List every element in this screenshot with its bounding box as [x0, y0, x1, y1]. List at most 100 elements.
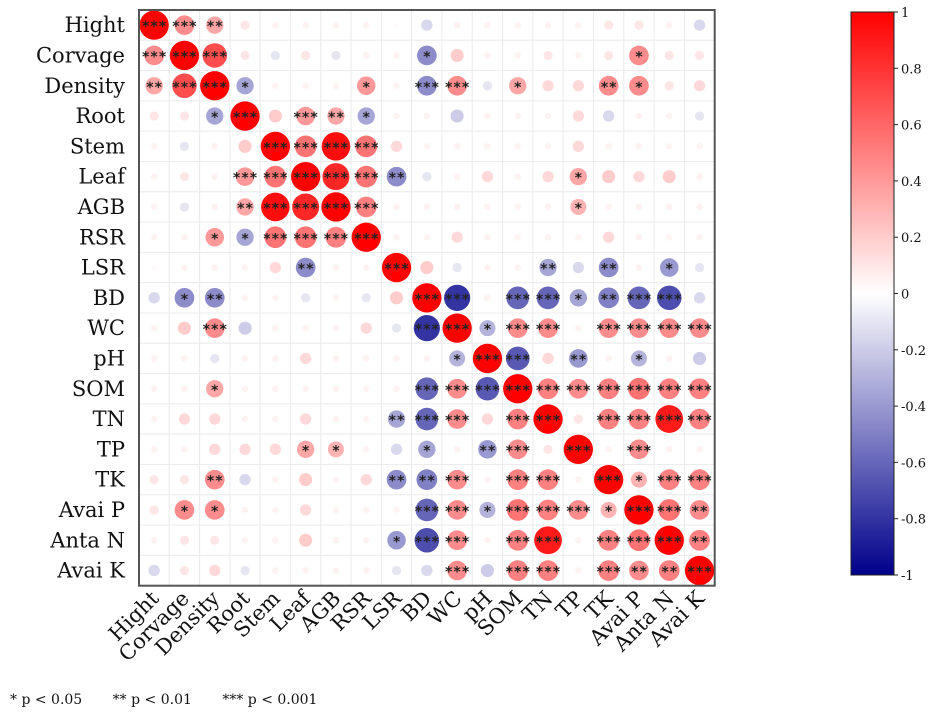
significance-mark-14-16: ***	[626, 443, 651, 459]
correlation-circle-11-14	[569, 349, 588, 368]
correlation-circle-17-6	[332, 536, 340, 544]
correlation-circle-15-0	[149, 475, 159, 485]
correlation-circle-16-8	[393, 506, 400, 514]
correlation-circle-11-2	[210, 353, 220, 364]
correlation-circle-0-11	[484, 21, 491, 29]
correlation-circle-2-14	[572, 80, 585, 92]
correlation-circle-4-15	[605, 143, 612, 150]
correlation-circle-10-12	[507, 318, 528, 338]
correlation-circle-1-8	[393, 52, 400, 59]
significance-mark-15-9: **	[418, 474, 435, 490]
significance-mark-7-3: *	[241, 231, 249, 247]
plot-frame	[138, 9, 716, 587]
correlation-circle-6-14	[570, 198, 587, 215]
correlation-circle-8-15	[598, 257, 619, 278]
significance-mark-10-18: ***	[687, 322, 712, 338]
significance-mark-4-6: ***	[323, 140, 348, 156]
correlation-circle-8-3	[241, 264, 249, 271]
correlation-circle-6-7	[355, 196, 377, 218]
correlation-circle-8-14	[572, 261, 585, 274]
significance-mark-1-16: *	[635, 49, 643, 65]
significance-mark-11-11: ***	[475, 352, 500, 368]
correlation-circle-9-9	[412, 283, 442, 313]
correlation-circle-7-7	[351, 222, 381, 252]
correlation-circle-14-14	[563, 434, 593, 464]
correlation-circle-2-15	[598, 75, 619, 96]
correlation-circle-17-16	[628, 529, 650, 552]
correlation-circle-13-15	[598, 408, 620, 430]
correlation-circle-17-18	[689, 529, 710, 551]
significance-mark-16-10: ***	[445, 504, 470, 520]
correlation-circle-17-3	[241, 536, 249, 544]
correlation-circle-5-2	[211, 173, 219, 180]
correlation-circle-13-0	[150, 415, 158, 423]
correlation-circle-16-16	[624, 495, 654, 525]
significance-mark-3-2: *	[211, 110, 219, 126]
correlation-circle-10-16	[629, 318, 649, 338]
correlation-circle-16-14	[568, 500, 589, 520]
correlation-circle-9-6	[332, 294, 340, 302]
correlation-circle-3-0	[149, 111, 159, 121]
correlation-circle-9-10	[444, 284, 471, 311]
significance-mark-17-8: *	[392, 534, 400, 550]
correlation-circle-13-2	[209, 413, 221, 425]
correlation-circle-6-16	[635, 203, 643, 211]
significance-mark-11-10: *	[453, 352, 461, 368]
row-label: WC	[87, 316, 125, 340]
correlation-circle-1-16	[629, 45, 649, 66]
significance-mark-10-11: *	[483, 322, 491, 338]
significance-mark-3-6: **	[328, 110, 345, 126]
significance-mark-13-13: ***	[535, 413, 560, 429]
significance-mark-13-9: ***	[414, 413, 439, 429]
correlation-circle-15-1	[179, 475, 190, 485]
correlation-circle-7-1	[181, 233, 188, 241]
correlation-circle-16-3	[241, 506, 249, 514]
correlation-circle-0-0	[139, 10, 169, 40]
correlation-circle-17-2	[210, 535, 220, 545]
significance-mark-6-7: ***	[354, 201, 379, 217]
correlation-circle-18-5	[302, 567, 309, 574]
significance-mark-12-2: *	[211, 383, 219, 399]
correlation-circle-11-12	[505, 346, 530, 371]
significance-mark-14-12: ***	[505, 443, 530, 459]
correlation-circle-9-8	[390, 291, 404, 305]
significance-mark-2-10: ***	[445, 80, 470, 96]
row-label: pH	[93, 346, 125, 370]
correlation-circle-11-15	[605, 355, 612, 362]
significance-mark-10-15: ***	[596, 322, 621, 338]
correlation-circle-8-13	[539, 258, 557, 277]
correlation-circle-2-10	[447, 75, 467, 96]
correlation-circle-17-9	[414, 527, 440, 553]
significance-mark-12-18: ***	[687, 383, 712, 399]
row-label: TN	[93, 407, 125, 431]
significance-mark-5-4: ***	[263, 171, 288, 187]
correlation-circle-10-14	[575, 324, 582, 332]
significance-mark-12-13: ***	[535, 383, 560, 399]
correlation-circle-5-1	[179, 172, 190, 182]
correlation-circle-18-2	[209, 564, 221, 577]
correlation-circle-14-6	[327, 441, 344, 458]
correlation-circle-15-8	[386, 469, 407, 490]
significance-mark-2-0: **	[146, 80, 163, 96]
correlation-circle-10-10	[442, 313, 472, 343]
significance-mark-14-9: *	[423, 443, 431, 459]
correlation-circle-0-5	[302, 21, 309, 29]
significance-mark-5-7: ***	[354, 171, 379, 187]
significance-mark-13-8: **	[388, 413, 405, 429]
significance-mark-13-16: ***	[626, 413, 651, 429]
correlation-circle-3-14	[572, 110, 585, 122]
correlation-circle-14-17	[665, 446, 673, 453]
correlation-circle-18-11	[480, 564, 495, 578]
correlation-circle-14-0	[150, 446, 158, 453]
correlation-circle-9-4	[272, 294, 279, 302]
correlation-circle-4-17	[665, 143, 673, 150]
correlation-circle-5-0	[150, 173, 158, 180]
significance-mark-6-5: ***	[293, 201, 318, 217]
correlation-circle-1-10	[450, 48, 464, 62]
correlation-circle-16-9	[415, 498, 439, 522]
correlation-circle-15-5	[299, 473, 313, 487]
significance-mark-14-11: **	[479, 443, 496, 459]
significance-mark-15-10: ***	[445, 474, 470, 490]
significance-mark-17-15: ***	[596, 534, 621, 550]
correlation-circle-15-10	[447, 469, 467, 490]
